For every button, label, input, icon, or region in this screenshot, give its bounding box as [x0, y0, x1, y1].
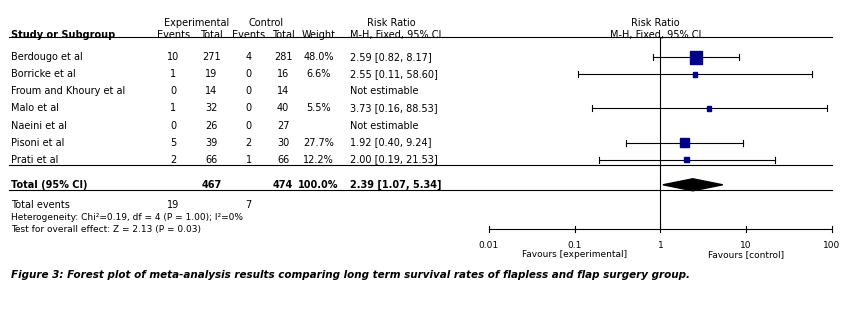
Text: 1.92 [0.40, 9.24]: 1.92 [0.40, 9.24]	[350, 138, 431, 148]
Text: 10: 10	[740, 242, 752, 250]
Text: 0: 0	[246, 104, 252, 114]
Text: Prati et al: Prati et al	[10, 154, 58, 165]
Text: Test for overall effect: Z = 2.13 (P = 0.03): Test for overall effect: Z = 2.13 (P = 0…	[10, 225, 201, 234]
Text: Heterogeneity: Chi²=0.19, df = 4 (P = 1.00); I²=0%: Heterogeneity: Chi²=0.19, df = 4 (P = 1.…	[10, 213, 243, 222]
Bar	[683, 157, 689, 162]
Text: 100: 100	[823, 242, 840, 250]
Text: Total: Total	[272, 30, 294, 40]
Text: Study or Subgroup: Study or Subgroup	[10, 30, 115, 40]
Text: Risk Ratio: Risk Ratio	[631, 18, 680, 28]
Text: Weight: Weight	[301, 30, 335, 40]
Text: Favours [experimental]: Favours [experimental]	[522, 250, 628, 259]
Text: 7: 7	[246, 200, 252, 210]
Text: Naeini et al: Naeini et al	[10, 120, 67, 130]
Text: 0: 0	[246, 86, 252, 96]
Text: Total: Total	[201, 30, 223, 40]
Text: 27.7%: 27.7%	[303, 138, 334, 148]
Text: M-H, Fixed, 95% CI: M-H, Fixed, 95% CI	[350, 30, 441, 40]
Text: Control: Control	[249, 18, 284, 28]
Text: 474: 474	[273, 180, 293, 190]
Text: 2.39 [1.07, 5.34]: 2.39 [1.07, 5.34]	[350, 180, 441, 190]
Text: Berdougo et al: Berdougo et al	[10, 52, 82, 62]
Text: 39: 39	[206, 138, 218, 148]
Text: 30: 30	[277, 138, 289, 148]
Text: 1: 1	[170, 104, 176, 114]
Bar	[707, 106, 712, 111]
Text: 3.73 [0.16, 88.53]: 3.73 [0.16, 88.53]	[350, 104, 437, 114]
Text: 0.01: 0.01	[479, 242, 499, 250]
Text: 1: 1	[170, 69, 176, 80]
Text: 19: 19	[206, 69, 218, 80]
Text: 66: 66	[206, 154, 218, 165]
Text: 6.6%: 6.6%	[306, 69, 331, 80]
Bar	[694, 72, 697, 77]
Text: 40: 40	[277, 104, 289, 114]
Text: 14: 14	[206, 86, 218, 96]
Text: Favours [control]: Favours [control]	[708, 250, 784, 259]
Text: Events: Events	[157, 30, 190, 40]
Text: 16: 16	[277, 69, 289, 80]
Text: 1: 1	[657, 242, 663, 250]
Text: Events: Events	[233, 30, 266, 40]
Text: Not estimable: Not estimable	[350, 120, 418, 130]
Text: 48.0%: 48.0%	[303, 52, 333, 62]
Text: 2.55 [0.11, 58.60]: 2.55 [0.11, 58.60]	[350, 69, 437, 80]
Text: 2.59 [0.82, 8.17]: 2.59 [0.82, 8.17]	[350, 52, 431, 62]
Text: 281: 281	[273, 52, 293, 62]
Bar	[690, 51, 702, 64]
Text: 271: 271	[202, 52, 220, 62]
Text: 2: 2	[246, 138, 252, 148]
Text: 32: 32	[206, 104, 218, 114]
Text: 19: 19	[168, 200, 180, 210]
Text: 0: 0	[170, 120, 176, 130]
Text: 2.00 [0.19, 21.53]: 2.00 [0.19, 21.53]	[350, 154, 437, 165]
Text: Pisoni et al: Pisoni et al	[10, 138, 64, 148]
Text: Froum and Khoury et al: Froum and Khoury et al	[10, 86, 125, 96]
Text: 0: 0	[246, 120, 252, 130]
Text: 0: 0	[170, 86, 176, 96]
Text: Malo et al: Malo et al	[10, 104, 59, 114]
Bar	[681, 138, 689, 147]
Text: Total (95% CI): Total (95% CI)	[10, 180, 87, 190]
Text: Risk Ratio: Risk Ratio	[366, 18, 415, 28]
Text: 5: 5	[170, 138, 176, 148]
Polygon shape	[663, 179, 723, 191]
Text: 0: 0	[246, 69, 252, 80]
Text: Not estimable: Not estimable	[350, 86, 418, 96]
Text: 12.2%: 12.2%	[303, 154, 333, 165]
Text: 4: 4	[246, 52, 252, 62]
Text: 26: 26	[206, 120, 218, 130]
Text: 467: 467	[201, 180, 221, 190]
Text: 27: 27	[277, 120, 289, 130]
Text: M-H, Fixed, 95% CI: M-H, Fixed, 95% CI	[610, 30, 701, 40]
Text: 14: 14	[277, 86, 289, 96]
Text: 100.0%: 100.0%	[298, 180, 339, 190]
Text: 10: 10	[168, 52, 180, 62]
Text: Borricke et al: Borricke et al	[10, 69, 76, 80]
Text: 66: 66	[277, 154, 289, 165]
Text: 5.5%: 5.5%	[306, 104, 331, 114]
Text: Experimental: Experimental	[164, 18, 229, 28]
Text: 1: 1	[246, 154, 252, 165]
Text: 0.1: 0.1	[568, 242, 582, 250]
Text: Total events: Total events	[10, 200, 69, 210]
Text: Figure 3: Forest plot of meta-analysis results comparing long term survival rate: Figure 3: Forest plot of meta-analysis r…	[10, 271, 690, 280]
Text: 2: 2	[170, 154, 176, 165]
